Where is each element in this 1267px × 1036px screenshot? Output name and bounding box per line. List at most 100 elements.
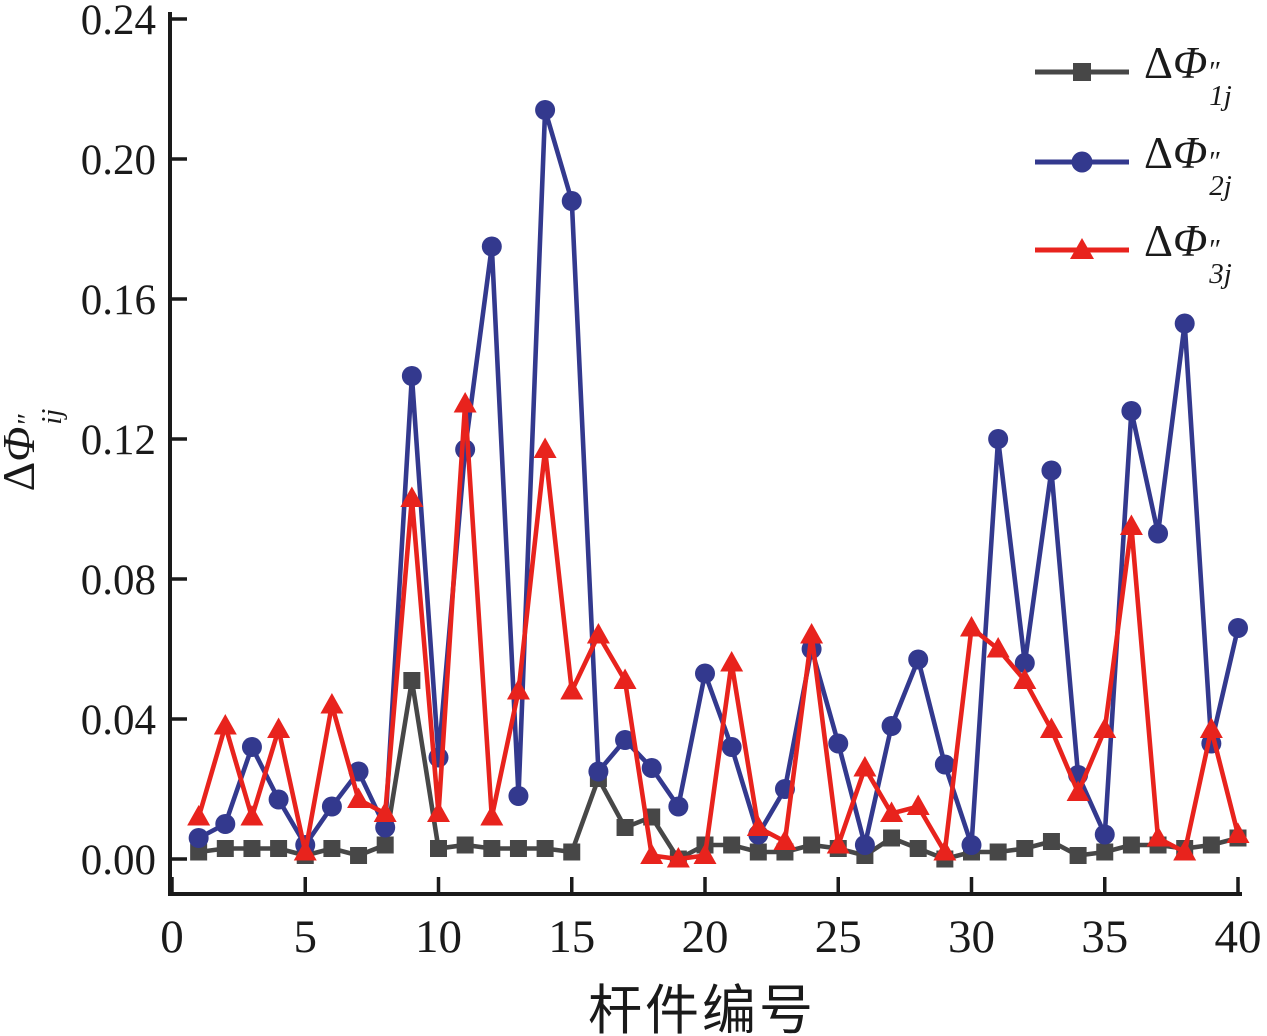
triangle-marker-icon bbox=[1119, 514, 1143, 535]
circle-marker-icon bbox=[721, 737, 742, 757]
triangle-marker-icon bbox=[240, 805, 264, 826]
triangle-marker-icon bbox=[666, 847, 690, 868]
square-marker-icon bbox=[536, 840, 554, 857]
square-marker-icon bbox=[1042, 833, 1060, 850]
square-marker-icon bbox=[563, 843, 581, 861]
square-marker-icon bbox=[989, 843, 1007, 861]
square-marker-icon bbox=[483, 840, 501, 857]
circle-marker-icon bbox=[1094, 824, 1115, 845]
triangle-marker-icon bbox=[1226, 822, 1250, 843]
triangle-marker-icon bbox=[773, 829, 797, 850]
x-tick-label: 20 bbox=[682, 911, 729, 963]
series-line-2j bbox=[197, 109, 1241, 850]
triangle-marker-icon bbox=[986, 637, 1010, 658]
triangle-marker-icon bbox=[720, 651, 744, 672]
circle-marker-icon bbox=[961, 835, 982, 855]
circle-marker-icon bbox=[854, 835, 875, 855]
triangle-marker-icon bbox=[1070, 238, 1094, 259]
circle-marker-icon bbox=[695, 663, 715, 684]
triangle-marker-icon bbox=[586, 623, 610, 644]
circle-marker-icon bbox=[188, 828, 209, 848]
y-tick-label: 0.24 bbox=[81, 0, 156, 44]
y-tick-label: 0.08 bbox=[81, 557, 156, 604]
series-line-3j bbox=[196, 403, 1241, 862]
circle-marker-icon bbox=[1014, 653, 1035, 673]
y-tick-label: 0.12 bbox=[81, 417, 156, 464]
y-tick-label: 0.16 bbox=[81, 277, 156, 324]
square-marker-icon bbox=[1096, 843, 1114, 861]
x-tick-label: 0 bbox=[160, 911, 184, 963]
circle-marker-icon bbox=[908, 649, 929, 670]
x-tick-label: 15 bbox=[548, 911, 595, 963]
circle-marker-icon bbox=[401, 366, 422, 386]
legend-item-series3: Δ Φ ″ 3j bbox=[1034, 216, 1232, 288]
circle-marker-icon bbox=[615, 730, 636, 750]
circle-marker-icon bbox=[268, 789, 289, 810]
triangle-marker-icon bbox=[560, 679, 584, 700]
triangle-marker-icon bbox=[293, 840, 317, 861]
circle-marker-icon bbox=[641, 758, 662, 778]
x-tick-label: 35 bbox=[1081, 911, 1128, 963]
triangle-marker-icon bbox=[746, 815, 770, 836]
square-marker-icon bbox=[323, 840, 341, 857]
circle-marker-icon bbox=[1228, 618, 1248, 638]
circle-marker-icon bbox=[588, 761, 609, 782]
x-tick-label: 10 bbox=[415, 911, 462, 963]
x-tick-label: 40 bbox=[1215, 911, 1262, 963]
circle-marker-icon bbox=[934, 754, 955, 775]
circle-marker-icon bbox=[1041, 460, 1062, 481]
x-axis-title: 杆件编号 bbox=[588, 981, 816, 1036]
triangle-marker-icon bbox=[693, 843, 717, 864]
legend-sample-triangle bbox=[1035, 238, 1129, 259]
triangle-marker-icon bbox=[826, 833, 850, 854]
triangle-marker-icon bbox=[1039, 717, 1063, 738]
triangle-marker-icon bbox=[453, 392, 477, 413]
square-marker-icon bbox=[270, 840, 288, 857]
square-marker-icon bbox=[1069, 847, 1087, 864]
triangle-marker-icon bbox=[533, 437, 557, 458]
square-marker-icon bbox=[723, 836, 741, 854]
y-tick-label: 0.04 bbox=[81, 697, 156, 744]
square-marker-icon bbox=[509, 840, 527, 857]
circle-marker-icon bbox=[455, 439, 476, 460]
triangle-marker-icon bbox=[1093, 717, 1117, 738]
triangle-marker-icon bbox=[347, 787, 371, 808]
triangle-marker-icon bbox=[400, 486, 424, 507]
triangle-marker-icon bbox=[960, 616, 983, 637]
square-marker-icon bbox=[216, 840, 234, 857]
legend-sample-square bbox=[1035, 63, 1129, 81]
triangle-marker-icon bbox=[506, 679, 530, 700]
triangle-marker-icon bbox=[1173, 840, 1197, 861]
triangle-marker-icon bbox=[213, 714, 237, 735]
square-marker-icon bbox=[749, 843, 767, 861]
legend-item-series1: Δ Φ ″ 1j bbox=[1034, 38, 1232, 110]
square-marker-icon bbox=[909, 840, 927, 857]
triangle-marker-icon bbox=[1066, 780, 1090, 801]
y-tick-label: 0.20 bbox=[81, 137, 156, 184]
square-marker-icon bbox=[190, 843, 208, 861]
circle-marker-icon bbox=[828, 733, 849, 754]
square-marker-icon bbox=[243, 840, 261, 857]
legend-sample-circle bbox=[1035, 151, 1129, 173]
triangle-marker-icon bbox=[320, 693, 344, 714]
circle-marker-icon bbox=[561, 191, 582, 211]
triangle-marker-icon bbox=[373, 801, 397, 822]
triangle-marker-icon bbox=[480, 805, 504, 826]
triangle-marker-icon bbox=[640, 843, 664, 864]
triangle-marker-icon bbox=[1146, 826, 1170, 847]
triangle-marker-icon bbox=[933, 840, 957, 861]
triangle-marker-icon bbox=[427, 801, 450, 822]
triangle-marker-icon bbox=[906, 794, 930, 815]
circle-marker-icon bbox=[1148, 523, 1169, 544]
circle-marker-icon bbox=[481, 236, 502, 257]
square-marker-icon bbox=[1202, 836, 1220, 854]
square-marker-icon bbox=[1016, 840, 1034, 857]
circle-marker-icon bbox=[321, 796, 342, 817]
x-tick-label: 30 bbox=[948, 911, 995, 963]
square-marker-icon bbox=[803, 836, 821, 854]
circle-marker-icon bbox=[1174, 313, 1195, 334]
square-marker-icon bbox=[430, 840, 447, 857]
circle-marker-icon bbox=[881, 716, 902, 736]
